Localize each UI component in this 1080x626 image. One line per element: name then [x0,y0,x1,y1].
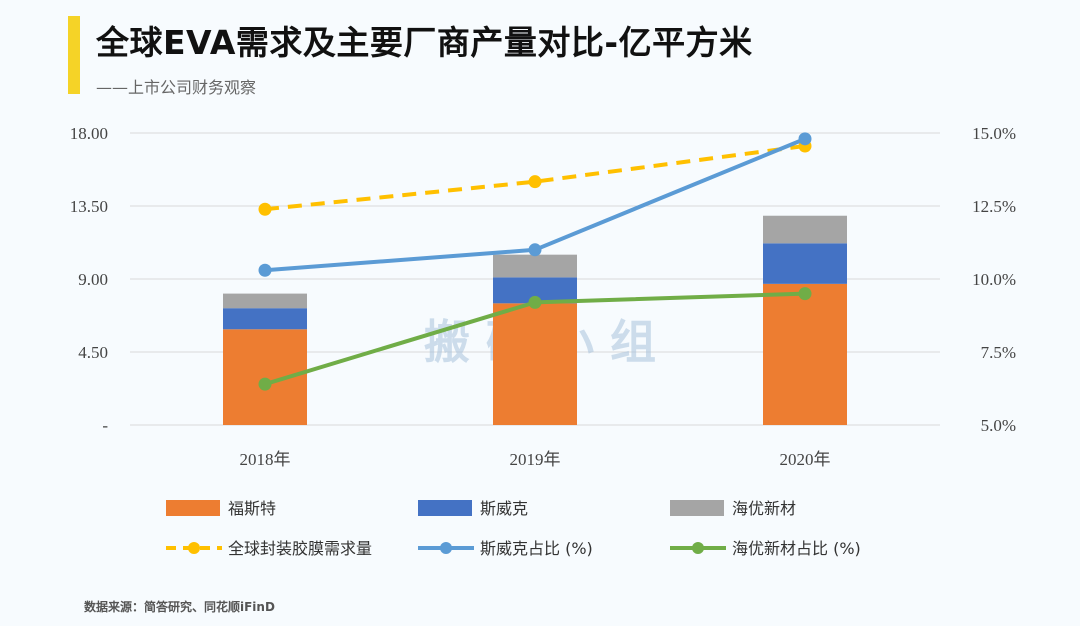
legend-label: 海优新材 [732,499,796,518]
x-tick-label: 2019年 [510,450,561,469]
legend-label: 福斯特 [228,499,276,518]
title-accent-bar [68,16,80,94]
legend-marker-全球封装胶膜需求量 [188,542,200,554]
source-note: 数据来源：简答研究、同花顺iFinD [84,600,275,614]
point-斯威克占比 (%) [798,132,812,146]
point-海优新材占比 (%) [798,287,812,301]
y-right-tick-label: 12.5% [972,197,1016,216]
point-海优新材占比 (%) [528,295,542,309]
y-left-tick-label: 4.50 [78,343,108,362]
point-斯威克占比 (%) [528,243,542,257]
x-tick-label: 2020年 [780,450,831,469]
chart-title: 全球EVA需求及主要厂商产量对比-亿平方米 [96,23,753,62]
bar-斯威克 [223,308,307,330]
y-left-tick-label: 18.00 [70,124,108,143]
bar-海优新材 [223,293,307,309]
x-tick-label: 2018年 [240,450,291,469]
chart-subtitle: ——上市公司财务观察 [96,78,257,97]
legend-label: 全球封装胶膜需求量 [228,539,372,558]
legend-label: 斯威克 [480,499,528,518]
legend-marker-斯威克占比 (%) [440,542,452,554]
y-right-tick-label: 5.0% [981,416,1016,435]
point-全球封装胶膜需求量 [258,202,272,216]
bar-海优新材 [763,215,847,244]
point-斯威克占比 (%) [258,263,272,277]
legend-marker-海优新材占比 (%) [692,542,704,554]
bar-福斯特 [493,303,577,425]
y-left-tick-label: 13.50 [70,197,108,216]
legend-swatch-海优新材 [670,500,724,516]
bar-福斯特 [763,283,847,425]
y-right-tick-label: 10.0% [972,270,1016,289]
legend-swatch-斯威克 [418,500,472,516]
bar-斯威克 [763,243,847,284]
legend-label: 斯威克占比 (%) [480,539,593,558]
y-right-tick-label: 15.0% [972,124,1016,143]
y-right-tick-label: 7.5% [981,343,1016,362]
legend-swatch-福斯特 [166,500,220,516]
legend-label: 海优新材占比 (%) [732,539,861,558]
point-海优新材占比 (%) [258,377,272,391]
point-全球封装胶膜需求量 [528,175,542,189]
bar-海优新材 [493,254,577,278]
y-left-tick-label: - [102,416,108,435]
y-left-tick-label: 9.00 [78,270,108,289]
